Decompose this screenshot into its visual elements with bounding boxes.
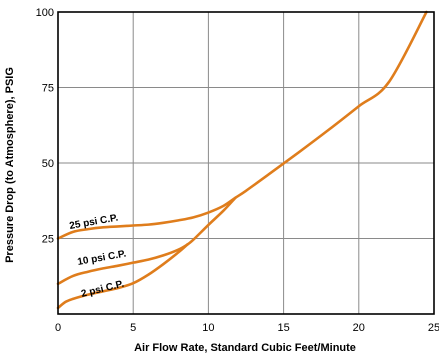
series-line-1 xyxy=(56,196,237,286)
tick-labels: 0 5 10 15 20 25 25 50 75 100 xyxy=(36,7,439,334)
x-tick-label: 5 xyxy=(130,322,136,334)
series-line-2 xyxy=(56,243,189,310)
x-axis-label: Air Flow Rate, Standard Cubic Feet/Minut… xyxy=(134,342,356,354)
grid-lines xyxy=(58,12,434,314)
y-tick-label: 50 xyxy=(42,158,54,170)
y-tick-label: 75 xyxy=(42,83,54,95)
x-tick-label: 20 xyxy=(353,322,365,334)
x-tick-label: 10 xyxy=(202,322,214,334)
plot-frame xyxy=(57,11,435,315)
series-line-0 xyxy=(56,10,428,240)
x-tick-label: 25 xyxy=(428,322,439,334)
y-axis-label: Pressure Drop (to Atmosphere), PSIG xyxy=(4,67,16,263)
series-lines xyxy=(56,10,428,310)
curve-label-2-psi: 2 psi C.P. xyxy=(80,279,125,300)
x-tick-label: 0 xyxy=(55,322,61,334)
y-tick-label: 25 xyxy=(42,234,54,246)
y-tick-label: 100 xyxy=(36,7,54,19)
x-tick-label: 15 xyxy=(277,322,289,334)
